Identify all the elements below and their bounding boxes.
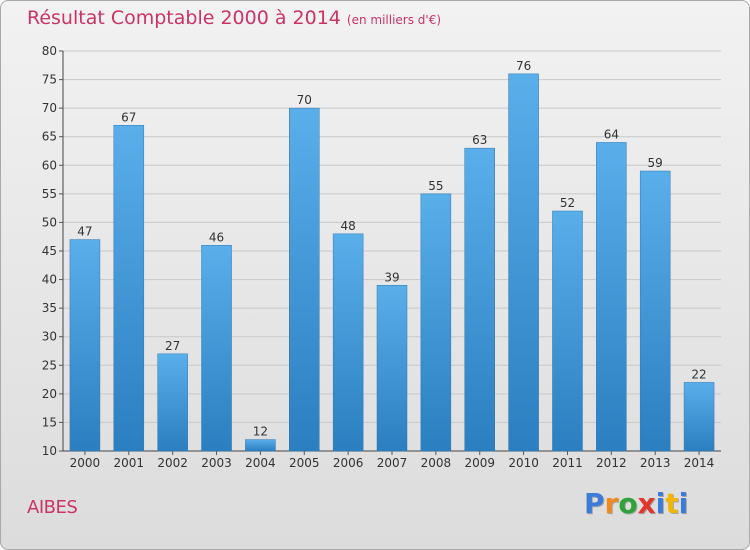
logo-letter: P xyxy=(584,487,605,520)
data-label: 12 xyxy=(253,425,268,439)
y-tick-label: 70 xyxy=(42,101,57,115)
data-label: 55 xyxy=(428,179,443,193)
commune-name: AIBES xyxy=(27,497,78,518)
data-label: 39 xyxy=(384,270,399,284)
logo-letter: x xyxy=(637,487,656,520)
proxiti-logo: Proxiti xyxy=(584,487,688,520)
bar xyxy=(596,142,627,452)
y-tick-label: 60 xyxy=(42,158,57,172)
y-tick-label: 40 xyxy=(42,273,57,287)
x-tick-label: 2000 xyxy=(70,456,101,470)
x-tick-label: 2005 xyxy=(289,456,320,470)
x-tick-label: 2001 xyxy=(114,456,145,470)
x-tick-label: 2006 xyxy=(333,456,364,470)
bar xyxy=(639,170,671,452)
bar xyxy=(376,285,408,452)
logo-letter: i xyxy=(655,487,666,520)
y-tick-label: 25 xyxy=(42,358,57,372)
x-tick-label: 2002 xyxy=(157,456,188,470)
data-label: 46 xyxy=(209,230,224,244)
x-tick-label: 2008 xyxy=(421,456,452,470)
bar xyxy=(552,210,583,452)
bar xyxy=(464,147,495,452)
x-tick-label: 2009 xyxy=(464,456,495,470)
chart-title-block: Résultat Comptable 2000 à 2014 (en millie… xyxy=(27,7,441,29)
y-tick-label: 15 xyxy=(42,415,57,429)
data-label: 22 xyxy=(691,367,706,381)
x-tick-label: 2010 xyxy=(508,456,539,470)
bar xyxy=(201,245,232,452)
chart-subtitle: (en milliers d'€) xyxy=(346,13,442,27)
y-tick-label: 30 xyxy=(42,330,57,344)
bar xyxy=(289,107,320,452)
data-label: 59 xyxy=(648,156,663,170)
x-tick-label: 2004 xyxy=(245,456,276,470)
bar xyxy=(508,73,539,452)
x-tick-label: 2011 xyxy=(552,456,583,470)
logo-letter: t xyxy=(665,487,679,520)
y-tick-label: 10 xyxy=(42,444,57,458)
data-label: 52 xyxy=(560,196,575,210)
bar xyxy=(332,233,364,452)
y-tick-label: 20 xyxy=(42,387,57,401)
y-tick-label: 35 xyxy=(42,301,57,315)
x-tick-label: 2003 xyxy=(201,456,232,470)
data-label: 67 xyxy=(121,110,136,124)
y-tick-label: 50 xyxy=(42,215,57,229)
x-tick-label: 2012 xyxy=(596,456,627,470)
logo-letter: r xyxy=(604,487,619,520)
data-label: 63 xyxy=(472,133,487,147)
data-label: 64 xyxy=(604,127,619,141)
x-tick-label: 2007 xyxy=(377,456,408,470)
bars xyxy=(69,73,715,452)
bar xyxy=(683,382,715,452)
y-tick-label: 55 xyxy=(42,187,57,201)
x-tick-label: 2014 xyxy=(684,456,715,470)
y-tick-label: 65 xyxy=(42,130,57,144)
data-label: 47 xyxy=(77,225,92,239)
bar xyxy=(245,439,276,452)
x-tick-label: 2013 xyxy=(640,456,671,470)
logo-letter: o xyxy=(618,487,638,520)
bar xyxy=(157,353,188,452)
data-label: 76 xyxy=(516,59,531,73)
data-labels: 47 67 27 46 12 70 48 39 55 63 76 52 64 59 22 xyxy=(77,59,706,439)
data-label: 27 xyxy=(165,339,180,353)
data-label: 70 xyxy=(297,93,312,107)
y-tick-label: 75 xyxy=(42,73,57,87)
bar xyxy=(113,125,145,452)
y-tick-label: 80 xyxy=(42,44,57,58)
bar xyxy=(420,193,452,452)
logo-letter: i xyxy=(678,487,689,520)
y-tick-label: 45 xyxy=(42,244,57,258)
data-label: 48 xyxy=(340,219,355,233)
chart-title: Résultat Comptable 2000 à 2014 xyxy=(27,7,341,29)
bar xyxy=(69,239,101,452)
